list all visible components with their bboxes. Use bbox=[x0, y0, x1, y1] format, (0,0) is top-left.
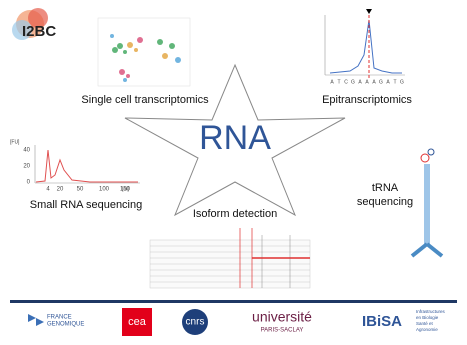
topic-label: Epitranscriptomics bbox=[322, 94, 412, 106]
base-label: A bbox=[386, 79, 390, 85]
base-label: A bbox=[365, 79, 369, 85]
isoform-illustration bbox=[149, 228, 311, 289]
base-label: A bbox=[358, 79, 362, 85]
axis-unit: [nt] bbox=[122, 186, 130, 192]
y-label: 0 bbox=[27, 180, 31, 186]
logo-subtext: Santé et bbox=[416, 321, 434, 326]
x-label: 4 bbox=[46, 187, 50, 193]
x-label: 100 bbox=[99, 187, 110, 193]
logo-text: PARIS-SACLAY bbox=[261, 328, 304, 334]
base-label: G bbox=[351, 79, 355, 85]
divider bbox=[10, 300, 457, 303]
logo-text: cea bbox=[128, 316, 147, 328]
i2bc-logo: I2BC bbox=[12, 8, 56, 40]
partner-logo: FRANCE GENOMIQUE bbox=[28, 314, 84, 328]
x-label: 50 bbox=[77, 187, 84, 193]
base-label: C bbox=[344, 79, 348, 85]
topic-label: Isoform detection bbox=[193, 208, 277, 220]
logo-text: cnrs bbox=[186, 317, 205, 328]
x-labels: 4 20 50 100 150 bbox=[46, 187, 130, 193]
topic-label: tRNA bbox=[372, 182, 399, 194]
y-label: 40 bbox=[23, 148, 30, 154]
partner-logo: cnrs bbox=[182, 309, 208, 335]
base-label: T bbox=[393, 79, 396, 85]
logo-subtext: Infrastructures bbox=[416, 309, 446, 314]
partner-logo: université PARIS-SACLAY bbox=[252, 309, 312, 334]
topic-label: sequencing bbox=[357, 196, 413, 208]
electropherogram bbox=[34, 145, 140, 184]
logo-text: I2BC bbox=[22, 23, 56, 40]
base-label: T bbox=[337, 79, 340, 85]
logo-text: université bbox=[252, 309, 312, 325]
trna-illustration bbox=[410, 148, 444, 258]
base-label: G bbox=[400, 79, 404, 85]
axis-unit: [FU] bbox=[10, 139, 20, 145]
base-label: A bbox=[372, 79, 376, 85]
logo-text: IBiSA bbox=[362, 313, 402, 330]
center-label: RNA bbox=[199, 119, 271, 157]
x-label: 150 bbox=[120, 187, 131, 193]
logo-text: GENOMIQUE bbox=[47, 322, 84, 328]
logo-subtext: Agronomie bbox=[416, 327, 438, 332]
base-label: G bbox=[379, 79, 383, 85]
logo-subtext: en Biologie bbox=[416, 315, 439, 320]
peak-illustration bbox=[324, 9, 405, 80]
scatter-illustration bbox=[97, 17, 191, 87]
y-labels: 40 20 0 bbox=[23, 148, 30, 186]
partner-logo: cea bbox=[122, 308, 152, 336]
y-label: 20 bbox=[23, 164, 30, 170]
x-label: 20 bbox=[57, 187, 64, 193]
topic-label: Single cell transcriptomics bbox=[81, 94, 209, 106]
logo-text: FRANCE bbox=[47, 315, 72, 321]
star bbox=[124, 63, 346, 217]
base-label: A bbox=[330, 79, 334, 85]
topic-label: Small RNA sequencing bbox=[30, 199, 143, 211]
